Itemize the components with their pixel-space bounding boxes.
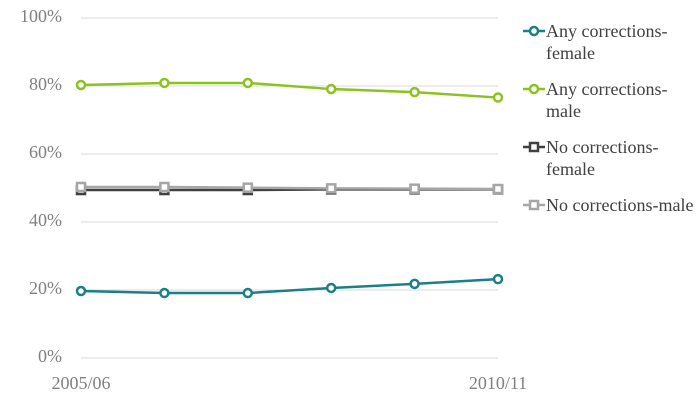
legend-item: No corrections-male xyxy=(522,194,696,216)
y-tick-label: 60% xyxy=(29,142,62,162)
marker xyxy=(75,285,87,297)
legend-marker xyxy=(523,141,545,153)
legend-item: Any corrections-male xyxy=(522,78,696,122)
marker xyxy=(409,86,420,98)
legend-label: Any corrections-female xyxy=(546,21,668,63)
marker xyxy=(528,25,540,37)
series-line xyxy=(80,81,499,99)
marker xyxy=(159,287,170,299)
marker xyxy=(409,183,420,194)
legend-label: No corrections-male xyxy=(546,195,694,215)
series-line xyxy=(80,277,499,295)
y-tick-label: 0% xyxy=(38,346,62,366)
marker xyxy=(492,183,504,195)
y-tick-label: 80% xyxy=(29,74,62,94)
legend-item: Any corrections-female xyxy=(522,20,696,64)
marker xyxy=(325,183,337,194)
marker xyxy=(409,278,420,290)
marker xyxy=(528,199,540,211)
marker xyxy=(159,181,170,193)
x-tick-label: 2010/11 xyxy=(469,373,527,393)
marker xyxy=(325,83,337,95)
y-tick-label: 100% xyxy=(20,6,62,26)
marker xyxy=(242,287,254,299)
y-tick-label: 40% xyxy=(29,210,62,230)
marker xyxy=(242,77,254,89)
legend-label: Any corrections-male xyxy=(546,79,668,121)
series-line xyxy=(81,185,499,191)
marker xyxy=(492,273,504,285)
marker xyxy=(492,92,504,103)
marker xyxy=(75,181,87,193)
marker xyxy=(75,79,87,91)
marker xyxy=(159,77,170,89)
marker xyxy=(242,182,254,193)
y-tick-label: 20% xyxy=(29,278,62,298)
marker xyxy=(528,141,540,153)
marker xyxy=(528,83,540,95)
marker xyxy=(325,282,337,294)
legend-marker xyxy=(523,199,545,211)
legend-marker xyxy=(523,83,545,95)
x-tick-label: 2005/06 xyxy=(51,373,110,393)
legend-marker xyxy=(523,25,545,37)
legend-label: No corrections-female xyxy=(546,137,659,179)
legend-item: No corrections-female xyxy=(522,136,696,180)
